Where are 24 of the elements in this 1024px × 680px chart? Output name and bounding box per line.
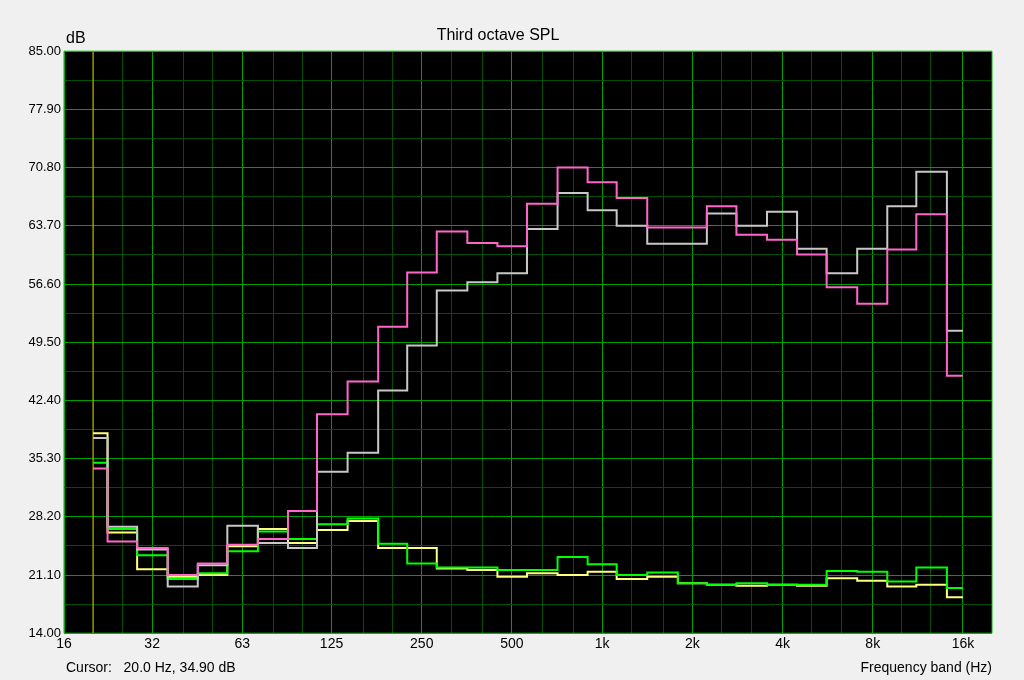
text: Cursor: 20.0 Hz, 34.90 dB [66, 659, 236, 675]
x-tick-label: 500 [500, 635, 524, 652]
y-tick-label: 77.90 [28, 100, 61, 116]
y-axis-title: dB [66, 29, 86, 47]
y-tick-label: 42.40 [28, 391, 61, 407]
x-axis-title: Frequency band (Hz) [860, 659, 992, 675]
y-tick-label: 56.60 [28, 275, 61, 291]
x-tick-label: 1k [594, 635, 611, 652]
chart-title: Third octave SPL [436, 26, 560, 44]
y-tick-label: 49.50 [28, 333, 61, 349]
y-tick-label: 35.30 [28, 450, 61, 466]
x-tick-label: 125 [319, 635, 344, 652]
y-tick-label: 21.10 [28, 566, 61, 582]
x-tick-label: 32 [144, 635, 161, 652]
x-tick-label: 63 [234, 635, 251, 652]
x-tick-label: 250 [410, 635, 434, 652]
x-tick-label: 16k [951, 635, 976, 652]
y-tick-label: 70.80 [28, 159, 61, 175]
y-tick-label: 63.70 [28, 217, 61, 233]
y-tick-label: 28.20 [28, 508, 61, 524]
x-tick-label: 2k [684, 635, 701, 652]
x-tick-label: 8k [865, 635, 882, 652]
x-tick-label: 4k [775, 635, 791, 652]
y-tick-label: 85.00 [28, 42, 61, 58]
